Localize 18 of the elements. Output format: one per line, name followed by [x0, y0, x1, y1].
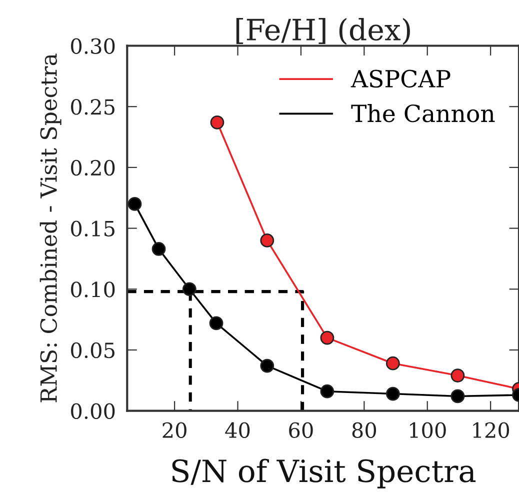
y-tick-label: 0.10 — [71, 282, 115, 298]
x-axis-title: S/N of Visit Spectra — [172, 458, 476, 488]
x-tick-label: 40 — [225, 422, 250, 438]
legend-label: ASPCAP — [350, 70, 450, 88]
y-tick-label: 0.30 — [71, 38, 115, 54]
x-tick-label: 60 — [289, 422, 313, 438]
x-tick-label: 100 — [410, 422, 446, 438]
chart-title: [Fe/H] (dex) — [236, 18, 410, 45]
y-tick-label: 0.15 — [71, 220, 114, 236]
y-tick-label: 0.05 — [71, 342, 114, 358]
x-tick-label: 80 — [352, 422, 376, 438]
y-axis-title: RMS: Combined - Visit Spectra — [40, 54, 62, 402]
legend-label: The Cannon — [351, 104, 495, 122]
x-tick-label: 20 — [162, 422, 186, 438]
y-tick-label: 0.20 — [71, 160, 115, 176]
x-tick-label: 120 — [473, 422, 510, 438]
y-tick-label: 0.00 — [71, 403, 115, 420]
y-tick-label: 0.25 — [71, 99, 114, 115]
